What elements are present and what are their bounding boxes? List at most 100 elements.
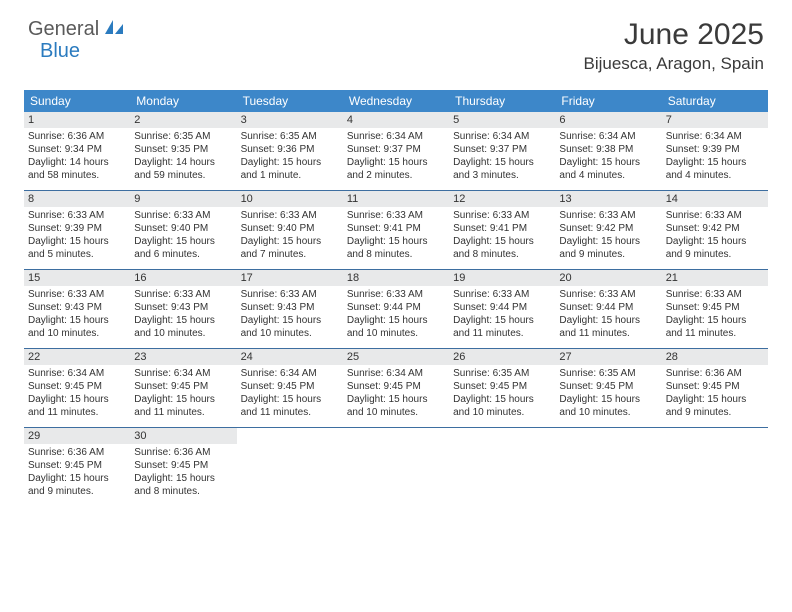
sunset-text: Sunset: 9:45 PM	[28, 380, 126, 393]
sunset-text: Sunset: 9:43 PM	[28, 301, 126, 314]
dayheader-mon: Monday	[130, 90, 236, 112]
day-number: 30	[130, 428, 236, 444]
day-body: Sunrise: 6:33 AMSunset: 9:44 PMDaylight:…	[555, 286, 661, 348]
daylight-text: Daylight: 15 hours and 10 minutes.	[347, 393, 445, 419]
day-number: 22	[24, 349, 130, 365]
sunset-text: Sunset: 9:36 PM	[241, 143, 339, 156]
daylight-text: Daylight: 15 hours and 10 minutes.	[134, 314, 232, 340]
daylight-text: Daylight: 15 hours and 4 minutes.	[666, 156, 764, 182]
day-number: 14	[662, 191, 768, 207]
dayheader-thu: Thursday	[449, 90, 555, 112]
day-cell: 10Sunrise: 6:33 AMSunset: 9:40 PMDayligh…	[237, 191, 343, 269]
sunrise-text: Sunrise: 6:33 AM	[666, 288, 764, 301]
day-cell: ..	[662, 428, 768, 506]
day-body: Sunrise: 6:33 AMSunset: 9:44 PMDaylight:…	[343, 286, 449, 348]
daylight-text: Daylight: 15 hours and 10 minutes.	[559, 393, 657, 419]
dayheader-sun: Sunday	[24, 90, 130, 112]
day-cell: 30Sunrise: 6:36 AMSunset: 9:45 PMDayligh…	[130, 428, 236, 506]
day-number: 28	[662, 349, 768, 365]
sunrise-text: Sunrise: 6:36 AM	[28, 130, 126, 143]
day-body: Sunrise: 6:36 AMSunset: 9:45 PMDaylight:…	[130, 444, 236, 506]
sunrise-text: Sunrise: 6:34 AM	[666, 130, 764, 143]
day-number: 20	[555, 270, 661, 286]
daylight-text: Daylight: 15 hours and 8 minutes.	[453, 235, 551, 261]
sunrise-text: Sunrise: 6:34 AM	[453, 130, 551, 143]
day-cell: 9Sunrise: 6:33 AMSunset: 9:40 PMDaylight…	[130, 191, 236, 269]
week-row: 29Sunrise: 6:36 AMSunset: 9:45 PMDayligh…	[24, 427, 768, 506]
day-cell: 2Sunrise: 6:35 AMSunset: 9:35 PMDaylight…	[130, 112, 236, 190]
dayheader-fri: Friday	[555, 90, 661, 112]
daylight-text: Daylight: 14 hours and 59 minutes.	[134, 156, 232, 182]
sunrise-text: Sunrise: 6:33 AM	[134, 288, 232, 301]
sunrise-text: Sunrise: 6:35 AM	[559, 367, 657, 380]
daylight-text: Daylight: 15 hours and 9 minutes.	[666, 235, 764, 261]
day-number: 17	[237, 270, 343, 286]
sunset-text: Sunset: 9:42 PM	[666, 222, 764, 235]
day-body: Sunrise: 6:33 AMSunset: 9:43 PMDaylight:…	[237, 286, 343, 348]
day-body: Sunrise: 6:35 AMSunset: 9:36 PMDaylight:…	[237, 128, 343, 190]
sunset-text: Sunset: 9:45 PM	[134, 380, 232, 393]
sunrise-text: Sunrise: 6:35 AM	[241, 130, 339, 143]
logo-text-general: General	[28, 18, 99, 41]
day-header-row: Sunday Monday Tuesday Wednesday Thursday…	[24, 90, 768, 112]
day-number: 2	[130, 112, 236, 128]
day-body: Sunrise: 6:33 AMSunset: 9:42 PMDaylight:…	[662, 207, 768, 269]
day-cell: 20Sunrise: 6:33 AMSunset: 9:44 PMDayligh…	[555, 270, 661, 348]
sunrise-text: Sunrise: 6:33 AM	[559, 288, 657, 301]
day-body: Sunrise: 6:33 AMSunset: 9:42 PMDaylight:…	[555, 207, 661, 269]
day-cell: ..	[555, 428, 661, 506]
sunset-text: Sunset: 9:44 PM	[347, 301, 445, 314]
daylight-text: Daylight: 14 hours and 58 minutes.	[28, 156, 126, 182]
day-cell: 1Sunrise: 6:36 AMSunset: 9:34 PMDaylight…	[24, 112, 130, 190]
daylight-text: Daylight: 15 hours and 1 minute.	[241, 156, 339, 182]
sunset-text: Sunset: 9:34 PM	[28, 143, 126, 156]
dayheader-sat: Saturday	[662, 90, 768, 112]
sunrise-text: Sunrise: 6:33 AM	[28, 209, 126, 222]
day-number: 15	[24, 270, 130, 286]
day-number: 25	[343, 349, 449, 365]
sunrise-text: Sunrise: 6:33 AM	[347, 209, 445, 222]
day-body: Sunrise: 6:33 AMSunset: 9:41 PMDaylight:…	[343, 207, 449, 269]
day-number: 27	[555, 349, 661, 365]
daylight-text: Daylight: 15 hours and 10 minutes.	[453, 393, 551, 419]
day-number: 23	[130, 349, 236, 365]
sunrise-text: Sunrise: 6:33 AM	[241, 209, 339, 222]
day-number: 18	[343, 270, 449, 286]
daylight-text: Daylight: 15 hours and 11 minutes.	[241, 393, 339, 419]
day-cell: 13Sunrise: 6:33 AMSunset: 9:42 PMDayligh…	[555, 191, 661, 269]
sunset-text: Sunset: 9:45 PM	[28, 459, 126, 472]
day-cell: 22Sunrise: 6:34 AMSunset: 9:45 PMDayligh…	[24, 349, 130, 427]
week-row: 8Sunrise: 6:33 AMSunset: 9:39 PMDaylight…	[24, 190, 768, 269]
day-body: Sunrise: 6:34 AMSunset: 9:37 PMDaylight:…	[449, 128, 555, 190]
sunset-text: Sunset: 9:40 PM	[134, 222, 232, 235]
daylight-text: Daylight: 15 hours and 4 minutes.	[559, 156, 657, 182]
day-cell: ..	[343, 428, 449, 506]
sunrise-text: Sunrise: 6:34 AM	[241, 367, 339, 380]
logo-text-blue: Blue	[40, 40, 80, 63]
day-body: Sunrise: 6:34 AMSunset: 9:39 PMDaylight:…	[662, 128, 768, 190]
day-body: Sunrise: 6:34 AMSunset: 9:45 PMDaylight:…	[24, 365, 130, 427]
day-cell: 7Sunrise: 6:34 AMSunset: 9:39 PMDaylight…	[662, 112, 768, 190]
day-number: 3	[237, 112, 343, 128]
sunset-text: Sunset: 9:42 PM	[559, 222, 657, 235]
day-body: Sunrise: 6:34 AMSunset: 9:37 PMDaylight:…	[343, 128, 449, 190]
day-number: 13	[555, 191, 661, 207]
day-number: 4	[343, 112, 449, 128]
daylight-text: Daylight: 15 hours and 11 minutes.	[666, 314, 764, 340]
sunset-text: Sunset: 9:45 PM	[134, 459, 232, 472]
sunset-text: Sunset: 9:45 PM	[453, 380, 551, 393]
daylight-text: Daylight: 15 hours and 5 minutes.	[28, 235, 126, 261]
day-body: Sunrise: 6:35 AMSunset: 9:45 PMDaylight:…	[555, 365, 661, 427]
day-cell: 3Sunrise: 6:35 AMSunset: 9:36 PMDaylight…	[237, 112, 343, 190]
day-cell: 11Sunrise: 6:33 AMSunset: 9:41 PMDayligh…	[343, 191, 449, 269]
sunset-text: Sunset: 9:39 PM	[666, 143, 764, 156]
sunrise-text: Sunrise: 6:34 AM	[347, 367, 445, 380]
day-number: 7	[662, 112, 768, 128]
daylight-text: Daylight: 15 hours and 3 minutes.	[453, 156, 551, 182]
title-block: June 2025 Bijuesca, Aragon, Spain	[583, 18, 764, 74]
day-body: Sunrise: 6:34 AMSunset: 9:45 PMDaylight:…	[130, 365, 236, 427]
daylight-text: Daylight: 15 hours and 8 minutes.	[134, 472, 232, 498]
logo: General Blue	[28, 18, 125, 41]
day-body: Sunrise: 6:35 AMSunset: 9:45 PMDaylight:…	[449, 365, 555, 427]
day-cell: 18Sunrise: 6:33 AMSunset: 9:44 PMDayligh…	[343, 270, 449, 348]
